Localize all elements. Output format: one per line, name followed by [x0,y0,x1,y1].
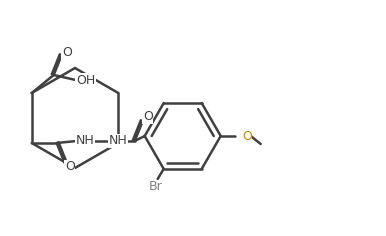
Text: OH: OH [76,73,95,87]
Text: NH: NH [75,135,94,148]
Text: Br: Br [149,180,163,194]
Text: O: O [65,160,74,173]
Text: O: O [62,46,72,59]
Text: NH: NH [108,135,127,148]
Text: O: O [143,110,152,123]
Text: O: O [242,130,252,143]
